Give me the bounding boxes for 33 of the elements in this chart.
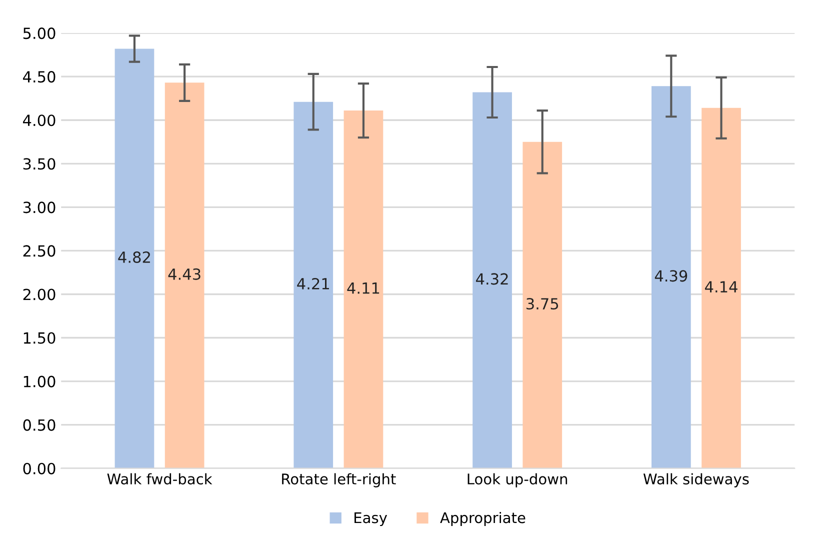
y-tick-label: 4.00 [22,114,56,126]
x-tick-label: Look up-down [468,473,568,488]
data-label: 4.39 [654,270,688,282]
bar [294,102,334,468]
x-tick-label: Walk sideways [643,473,749,488]
data-label: 4.32 [476,273,508,285]
bar [344,110,384,468]
y-tick-label: 2.00 [23,288,56,300]
x-tick-label: Walk fwd-back [107,473,212,484]
data-label: 4.43 [168,268,200,280]
legend-label: Appropriate [440,512,526,526]
y-tick-label: 1.50 [24,332,56,344]
bar [702,108,741,468]
y-tick-label: 3.00 [23,202,56,214]
bar [652,86,691,468]
bar [472,92,512,468]
y-tick-label: 5.00 [23,28,56,40]
x-tick-label: Rotate left-right [282,473,396,488]
data-label: 4.82 [118,251,150,263]
y-tick-label: 3.50 [23,158,56,170]
bar [164,82,204,468]
legend-label: Easy [354,512,388,526]
data-label: 4.21 [297,278,329,290]
data-label: 4.14 [705,281,738,292]
data-label: 4.11 [347,282,380,294]
y-tick-label: 2.50 [23,245,56,257]
bar [114,48,154,468]
bar [522,142,562,468]
y-tick-label: 0.50 [23,419,56,431]
y-tick-label: 1.00 [24,376,56,388]
y-tick-label: 0.00 [23,462,56,474]
data-label: 3.75 [526,298,558,310]
y-tick-label: 4.50 [22,71,56,83]
